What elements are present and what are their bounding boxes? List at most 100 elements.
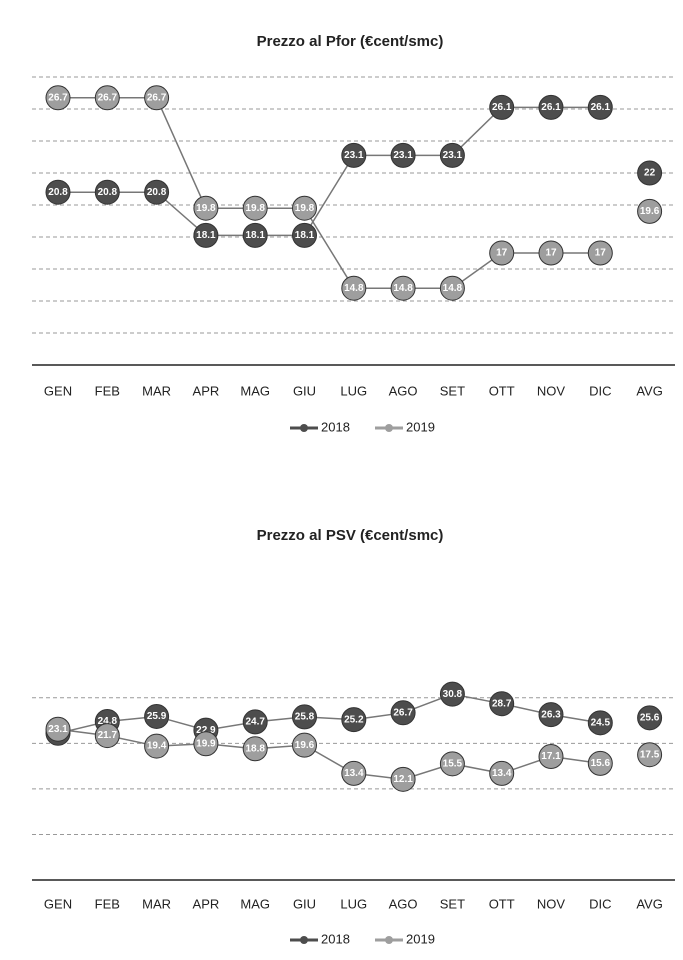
data-label: 17	[545, 248, 557, 259]
data-label: 17	[595, 248, 607, 259]
marker	[439, 681, 465, 707]
data-label: 23.1	[443, 150, 463, 161]
marker	[193, 195, 219, 221]
x-tick-label: LUG	[340, 383, 367, 398]
x-tick-label: MAR	[142, 896, 171, 911]
series-line	[58, 106, 601, 237]
data-label: 13.4	[344, 768, 364, 779]
x-tick-label: GIU	[293, 383, 316, 398]
data-label: 19.8	[295, 203, 315, 214]
data-label: 26.7	[393, 707, 413, 718]
marker	[144, 733, 170, 759]
x-tick-label: AGO	[389, 896, 418, 911]
marker	[587, 750, 613, 776]
data-label: 26.3	[541, 709, 561, 720]
data-label: 19.6	[295, 740, 315, 751]
x-tick-label: GEN	[44, 896, 72, 911]
marker	[637, 705, 663, 731]
marker	[242, 709, 268, 735]
x-tick-label: DIC	[589, 896, 611, 911]
x-tick-label: GEN	[44, 383, 72, 398]
data-label: 19.6	[640, 206, 660, 217]
data-label: 18.8	[245, 743, 265, 754]
marker	[292, 222, 317, 248]
x-tick-label: SET	[440, 896, 465, 911]
marker	[94, 85, 120, 111]
data-label: 19.8	[245, 203, 265, 214]
marker	[45, 85, 71, 111]
data-label: 17	[496, 248, 508, 259]
marker	[341, 142, 367, 168]
data-label: 19.4	[147, 741, 167, 752]
data-label: 20.8	[98, 187, 118, 198]
data-label: 17.1	[541, 751, 561, 762]
x-tick-label: OTT	[489, 383, 515, 398]
x-tick-label: GIU	[293, 896, 316, 911]
data-label: 23.1	[48, 724, 68, 735]
marker	[390, 766, 416, 792]
data-label: 25.2	[344, 714, 364, 725]
legend-label: 2018	[321, 931, 350, 946]
data-label: 15.6	[591, 758, 611, 769]
chart-title: Prezzo al PSV (€cent/smc)	[257, 527, 444, 544]
data-label: 25.8	[295, 712, 315, 723]
x-tick-label: MAG	[240, 896, 270, 911]
data-label: 23.1	[344, 150, 364, 161]
marker	[637, 742, 663, 768]
data-label: 14.8	[344, 283, 364, 294]
marker	[637, 198, 663, 224]
data-label: 17.5	[640, 749, 660, 760]
series-line	[58, 97, 601, 289]
marker	[341, 275, 367, 301]
x-tick-label: OTT	[489, 896, 515, 911]
x-tick-label: NOV	[537, 383, 566, 398]
marker	[439, 275, 465, 301]
x-tick-label: DIC	[589, 383, 611, 398]
data-label: 24.8	[98, 716, 118, 727]
x-tick-label: LUG	[340, 896, 367, 911]
marker	[341, 707, 367, 733]
x-tick-label: SET	[440, 383, 465, 398]
marker	[439, 142, 465, 168]
data-label: 20.8	[147, 187, 167, 198]
x-tick-label: NOV	[537, 896, 566, 911]
marker	[45, 716, 71, 742]
data-label: 26.1	[541, 102, 561, 113]
marker	[242, 222, 268, 248]
marker	[489, 94, 515, 120]
marker	[341, 760, 367, 786]
data-label: 30.8	[443, 689, 463, 700]
data-label: 13.4	[492, 768, 512, 779]
chart-title: Prezzo al Pfor (€cent/smc)	[257, 33, 444, 50]
x-tick-label: MAR	[142, 383, 171, 398]
series-line	[57, 693, 601, 735]
legend-label: 2018	[321, 419, 350, 434]
marker	[538, 240, 564, 266]
x-tick-label: FEB	[95, 896, 120, 911]
marker	[637, 160, 663, 186]
marker	[193, 222, 219, 248]
marker	[538, 94, 564, 120]
data-label: 26.1	[591, 102, 611, 113]
marker	[144, 703, 170, 729]
marker	[439, 751, 465, 777]
x-tick-label: APR	[193, 383, 220, 398]
data-label: 14.8	[393, 283, 413, 294]
marker	[242, 195, 268, 221]
marker	[292, 704, 317, 730]
marker	[144, 179, 170, 205]
data-label: 12.1	[393, 774, 413, 785]
data-label: 26.1	[492, 102, 512, 113]
marker	[292, 732, 317, 758]
x-tick-label: APR	[193, 896, 220, 911]
data-label: 26.7	[147, 92, 167, 103]
data-label: 24.7	[245, 717, 265, 728]
legend-label: 2019	[406, 419, 435, 434]
marker	[587, 710, 613, 736]
marker	[292, 195, 317, 221]
x-tick-label: AGO	[389, 383, 418, 398]
data-label: 25.9	[147, 711, 167, 722]
legend-marker	[385, 936, 393, 944]
data-label: 23.1	[393, 150, 413, 161]
